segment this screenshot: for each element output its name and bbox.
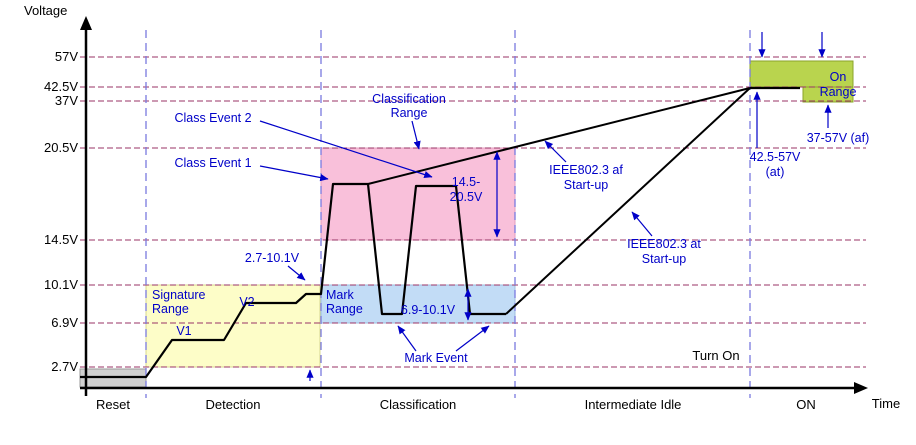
classification-value-label-1: 14.5- — [452, 175, 481, 189]
af-startup-leader — [544, 140, 567, 163]
class-event-2-label: Class Event 2 — [174, 111, 251, 125]
mark-range-label-1: Mark — [326, 288, 355, 302]
v1-label: V1 — [176, 324, 191, 338]
waveform — [80, 182, 506, 379]
phase-label-on: ON — [796, 397, 816, 412]
at-on-value-label-1: 42.5-57V — [750, 150, 801, 164]
phase-label-idle: Intermediate Idle — [585, 397, 682, 412]
y-axis-title: Voltage — [24, 3, 67, 18]
v2-label: V2 — [239, 295, 254, 309]
voltage-tick-6-9: 6.9V — [51, 315, 78, 330]
mark-event-leader-2 — [455, 325, 490, 352]
class-event-1-label: Class Event 1 — [174, 156, 251, 170]
mark-range-label-2: Range — [326, 302, 363, 316]
detection-value-label: 2.7-10.1V — [245, 251, 300, 265]
turn-on-label: Turn On — [692, 348, 739, 363]
class-event-1-leader — [259, 165, 329, 182]
phase-label-classification: Classification — [380, 397, 457, 412]
on-range-label-1: On — [830, 70, 847, 84]
af-startup-label-2: Start-up — [564, 178, 609, 192]
af-startup-line — [367, 87, 751, 185]
signature-range-label-2: Range — [152, 302, 189, 316]
mark-value-label: 6.9-10.1V — [401, 303, 456, 317]
voltage-tick-20-5: 20.5V — [44, 140, 78, 155]
detection-value-leader — [287, 265, 306, 281]
x-axis-arrow — [854, 382, 868, 394]
on-range-label-2: Range — [820, 85, 857, 99]
classification-value-label-2: 20.5V — [450, 190, 483, 204]
af-startup-label-1: IEEE802.3 af — [549, 163, 623, 177]
voltage-tick-57: 57V — [55, 49, 78, 64]
classification-range-label-2: Range — [391, 106, 428, 120]
at-on-value-label-2: (at) — [766, 165, 785, 179]
classification-range-label-1: Classification — [372, 92, 446, 106]
at-startup-label-1: IEEE802.3 at — [627, 237, 701, 251]
voltage-gridlines — [80, 56, 866, 368]
voltage-tick-2-7: 2.7V — [51, 359, 78, 374]
classification-range-leader — [411, 120, 421, 150]
mark-event-leader-1 — [397, 325, 417, 352]
voltage-tick-37: 37V — [55, 93, 78, 108]
at-startup-leader — [631, 211, 653, 237]
voltage-tick-14-5: 14.5V — [44, 232, 78, 247]
voltage-tick-10-1: 10.1V — [44, 277, 78, 292]
phase-label-reset: Reset — [96, 397, 130, 412]
x-axis-title: Time — [872, 396, 900, 411]
y-axis-arrow — [80, 16, 92, 30]
on-range-region-at — [749, 60, 854, 88]
phase-boundaries — [145, 30, 751, 398]
class-event-2-leader — [259, 120, 433, 179]
classification-range-region — [320, 147, 516, 241]
mark-event-label: Mark Event — [404, 351, 468, 365]
phase-label-detection: Detection — [206, 397, 261, 412]
at-startup-label-2: Start-up — [642, 252, 687, 266]
voltage-tick-42-5: 42.5V — [44, 79, 78, 94]
af-on-value-label: 37-57V (af) — [807, 131, 870, 145]
at-startup-line — [505, 87, 751, 315]
annotation-arrows — [259, 32, 832, 381]
signature-range-label-1: Signature — [152, 288, 206, 302]
